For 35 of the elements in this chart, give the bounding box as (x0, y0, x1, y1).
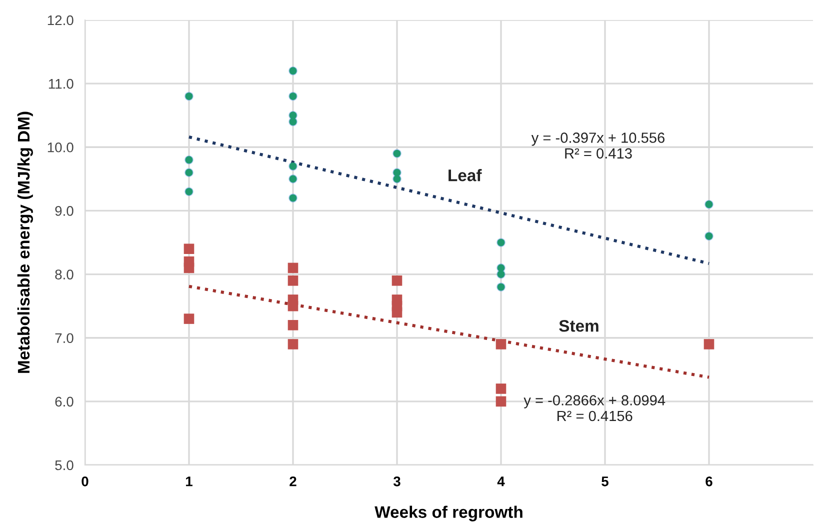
y-tick-label: 11.0 (48, 78, 74, 89)
x-tick-label: 4 (497, 476, 505, 486)
series-label: Stem (559, 320, 598, 332)
y-tick-label: 6.0 (55, 396, 74, 407)
point (496, 384, 506, 394)
y-tick-label: 10.0 (48, 142, 74, 152)
point (392, 275, 402, 286)
point (288, 262, 298, 274)
point (288, 320, 298, 330)
point (184, 244, 194, 254)
point (496, 339, 506, 350)
series-label: Leaf (448, 169, 482, 182)
point (288, 275, 298, 286)
x-tick-label: 0 (82, 476, 88, 486)
x-axis-title: Weeks of regrowth (374, 506, 522, 522)
x-tick-label: 2 (290, 476, 296, 486)
y-tick-label: 5.0 (55, 460, 74, 470)
point (392, 307, 402, 318)
y-tick-label: 12.0 (48, 15, 74, 26)
y-tick-label: 9.0 (55, 206, 74, 216)
point (704, 339, 714, 350)
annotation: y = -0.397x + 10.556 R² = 0.413 (531, 132, 664, 159)
y-axis-title: Metabolisable energy (MJ/kg DM) (17, 112, 33, 373)
point (496, 396, 506, 407)
y-tick-label: 8.0 (55, 270, 74, 280)
x-tick-label: 5 (602, 476, 608, 486)
point (184, 314, 194, 324)
x-tick-label: 6 (706, 476, 712, 486)
point (184, 262, 194, 274)
annotation: y = -0.2866x + 8.0994 R² = 0.4156 (524, 395, 666, 422)
point (288, 300, 298, 312)
x-tick-label: 1 (186, 476, 192, 486)
y-tick-label: 7.0 (55, 333, 74, 344)
point (288, 339, 298, 350)
x-tick-label: 3 (393, 476, 400, 486)
